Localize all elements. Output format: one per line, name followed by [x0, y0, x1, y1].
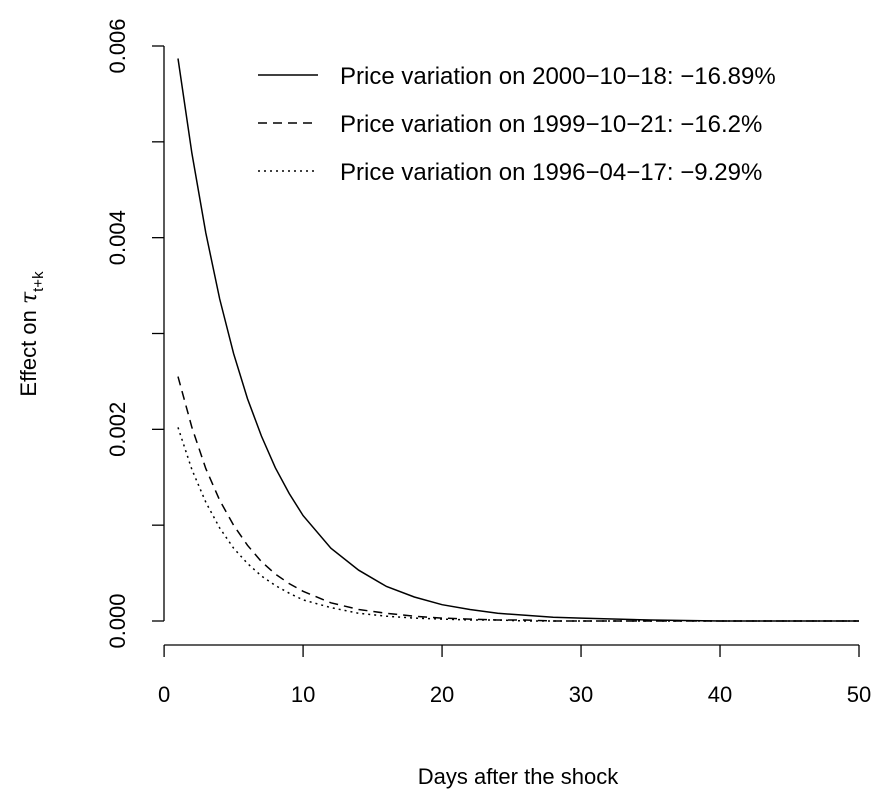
- y-tick-label: 0.004: [105, 210, 130, 265]
- y-tick-label: 0.006: [105, 18, 130, 73]
- series-lines: [177, 58, 859, 622]
- x-axis: 0 10 20 30 40 50: [158, 644, 871, 707]
- series-line-1: [177, 58, 859, 622]
- x-tick-label: 50: [847, 682, 871, 707]
- y-axis-title-prefix: Effect on: [16, 304, 41, 397]
- legend-label-2: Price variation on 1999−10−21: −16.2%: [340, 111, 762, 138]
- x-axis-title: Days after the shock: [418, 764, 620, 789]
- x-tick-label: 30: [569, 682, 593, 707]
- series-line-3: [177, 427, 859, 622]
- legend-label-3: Price variation on 1996−04−17: −9.29%: [340, 159, 762, 186]
- x-tick-label: 20: [430, 682, 454, 707]
- y-tick-label: 0.002: [105, 402, 130, 457]
- y-axis-title-subscript: t+k: [30, 271, 47, 292]
- x-tick-label: 40: [708, 682, 732, 707]
- y-axis: 0.000 0.002 0.004 0.006: [105, 18, 165, 649]
- legend: Price variation on 2000−10−18: −16.89% Pr…: [258, 63, 776, 186]
- x-tick-label: 10: [291, 682, 315, 707]
- y-tick-label: 0.000: [105, 593, 130, 648]
- y-axis-title: Effect on τt+k: [16, 271, 47, 397]
- y-axis-title-symbol: τ: [17, 291, 42, 304]
- legend-label-1: Price variation on 2000−10−18: −16.89%: [340, 63, 776, 90]
- x-tick-label: 0: [158, 682, 170, 707]
- series-line-2: [177, 376, 859, 622]
